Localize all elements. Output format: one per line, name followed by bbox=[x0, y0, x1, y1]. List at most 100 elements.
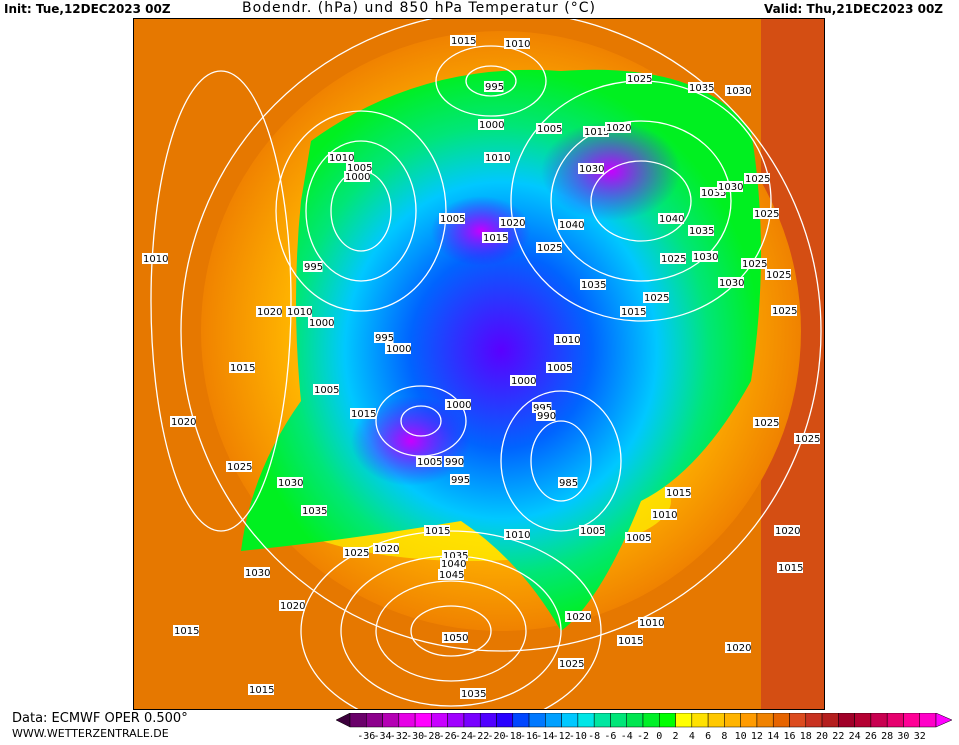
legend-label: -6 bbox=[604, 731, 616, 741]
pressure-label-box bbox=[499, 217, 525, 228]
legend-swatch bbox=[886, 712, 904, 728]
pressure-label-text: 1030 bbox=[579, 164, 604, 175]
pressure-label: 1005 bbox=[579, 525, 605, 537]
legend-label: 22 bbox=[832, 731, 844, 741]
pressure-label-box bbox=[620, 306, 646, 317]
pressure-label-text: 1025 bbox=[766, 270, 791, 281]
pressure-label-box bbox=[658, 213, 684, 224]
pressure-label-box bbox=[350, 408, 376, 419]
pressure-label: 1010 bbox=[638, 617, 664, 629]
pressure-label-box bbox=[774, 525, 800, 536]
pressure-label-text: 1020 bbox=[171, 417, 196, 428]
pressure-label: 1015 bbox=[248, 684, 274, 696]
pressure-label: 1005 bbox=[346, 162, 372, 174]
pressure-label: 1020 bbox=[256, 306, 282, 318]
pressure-label: 1010 bbox=[484, 152, 510, 164]
pressure-label-text: 1030 bbox=[719, 278, 744, 289]
pressure-label-text: 1020 bbox=[566, 612, 591, 623]
pressure-label-text: 1010 bbox=[505, 530, 530, 541]
pressure-label-box bbox=[717, 181, 743, 192]
pressure-label-box bbox=[794, 433, 820, 444]
legend-swatch bbox=[642, 712, 660, 728]
pressure-label-text: 995 bbox=[304, 262, 323, 273]
pressure-label-text: 1050 bbox=[443, 633, 468, 644]
legend-swatch bbox=[398, 712, 416, 728]
pressure-label-text: 1035 bbox=[302, 506, 327, 517]
pressure-label-box bbox=[625, 532, 651, 543]
pressure-label-box bbox=[536, 242, 562, 253]
legend-label: -22 bbox=[471, 731, 489, 741]
pressure-label-box bbox=[504, 38, 530, 49]
pressure-label-text: 1015 bbox=[174, 626, 199, 637]
pressure-label: 1020 bbox=[499, 217, 525, 229]
pressure-label-box bbox=[753, 417, 779, 428]
legend-label: -2 bbox=[637, 731, 649, 741]
pressure-label: 1025 bbox=[753, 208, 779, 220]
pressure-label-box bbox=[510, 375, 536, 386]
pressure-label-box bbox=[753, 208, 779, 219]
pressure-label-text: 1015 bbox=[778, 563, 803, 574]
pressure-label: 1040 bbox=[558, 219, 584, 231]
legend-label: 14 bbox=[767, 731, 779, 741]
pressure-label-text: 1025 bbox=[344, 548, 369, 559]
pressure-label: 995 bbox=[303, 261, 323, 273]
legend-swatch bbox=[496, 712, 514, 728]
legend-swatch bbox=[349, 712, 367, 728]
pressure-label-box bbox=[617, 635, 643, 646]
legend-label: 10 bbox=[735, 731, 747, 741]
legend-label: 24 bbox=[849, 731, 861, 741]
init-time: Init: Tue,12DEC2023 00Z bbox=[4, 2, 171, 16]
pressure-label-box bbox=[532, 402, 552, 413]
pressure-label-text: 1040 bbox=[659, 214, 684, 225]
pressure-label: 995 bbox=[532, 402, 552, 414]
website-link[interactable]: WWW.WETTERZENTRALE.DE bbox=[12, 727, 169, 740]
pressure-label-text: 1025 bbox=[537, 243, 562, 254]
legend-swatch bbox=[756, 712, 774, 728]
pressure-label: 1035 bbox=[700, 187, 726, 199]
pressure-label: 1020 bbox=[279, 600, 305, 612]
pressure-label: 1000 bbox=[308, 317, 334, 329]
pressure-label-box bbox=[440, 558, 466, 569]
pressure-label-box bbox=[450, 474, 470, 485]
pressure-label-text: 1020 bbox=[257, 307, 282, 318]
pressure-label-text: 1035 bbox=[443, 551, 468, 562]
pressure-label: 1030 bbox=[277, 477, 303, 489]
pressure-label-text: 1010 bbox=[485, 153, 510, 164]
pressure-label-text: 1010 bbox=[143, 254, 168, 265]
pressure-label-box bbox=[651, 509, 677, 520]
pressure-label-text: 1025 bbox=[742, 259, 767, 270]
pressure-label: 1020 bbox=[774, 525, 800, 537]
pressure-label-text: 1005 bbox=[314, 385, 339, 396]
pressure-label-text: 1030 bbox=[693, 252, 718, 263]
pressure-label: 1025 bbox=[741, 258, 767, 270]
pressure-label: 1025 bbox=[744, 173, 770, 185]
pressure-label-box bbox=[725, 642, 751, 653]
pressure-label-box bbox=[226, 461, 252, 472]
pressure-label-text: 1035 bbox=[701, 188, 726, 199]
legend-swatch bbox=[724, 712, 741, 728]
pressure-label: 1015 bbox=[617, 635, 643, 647]
pressure-label: 1005 bbox=[625, 532, 651, 544]
pressure-label-box bbox=[279, 600, 305, 611]
legend-label: -34 bbox=[374, 731, 392, 741]
pressure-label-text: 1015 bbox=[666, 488, 691, 499]
legend-swatch bbox=[593, 712, 611, 728]
pressure-label: 1025 bbox=[643, 292, 669, 304]
valid-time: Valid: Thu,21DEC2023 00Z bbox=[764, 2, 943, 16]
legend-label: 8 bbox=[721, 731, 727, 741]
legend-label: 28 bbox=[881, 731, 893, 741]
pressure-label: 1000 bbox=[385, 343, 411, 355]
legend-swatch bbox=[805, 712, 823, 728]
pressure-label-text: 1025 bbox=[227, 462, 252, 473]
pressure-label-text: 1015 bbox=[483, 233, 508, 244]
pressure-label: 1040 bbox=[658, 213, 684, 225]
pressure-label-box bbox=[286, 306, 312, 317]
pressure-label: 995 bbox=[484, 81, 504, 93]
pressure-label: 1000 bbox=[344, 171, 370, 183]
pressure-label-text: 1005 bbox=[417, 457, 442, 468]
pressure-label-box bbox=[777, 562, 803, 573]
pressure-label-text: 1005 bbox=[547, 363, 572, 374]
legend-label: 20 bbox=[816, 731, 828, 741]
pressure-label-text: 1025 bbox=[559, 659, 584, 670]
pressure-label: 1015 bbox=[424, 525, 450, 537]
